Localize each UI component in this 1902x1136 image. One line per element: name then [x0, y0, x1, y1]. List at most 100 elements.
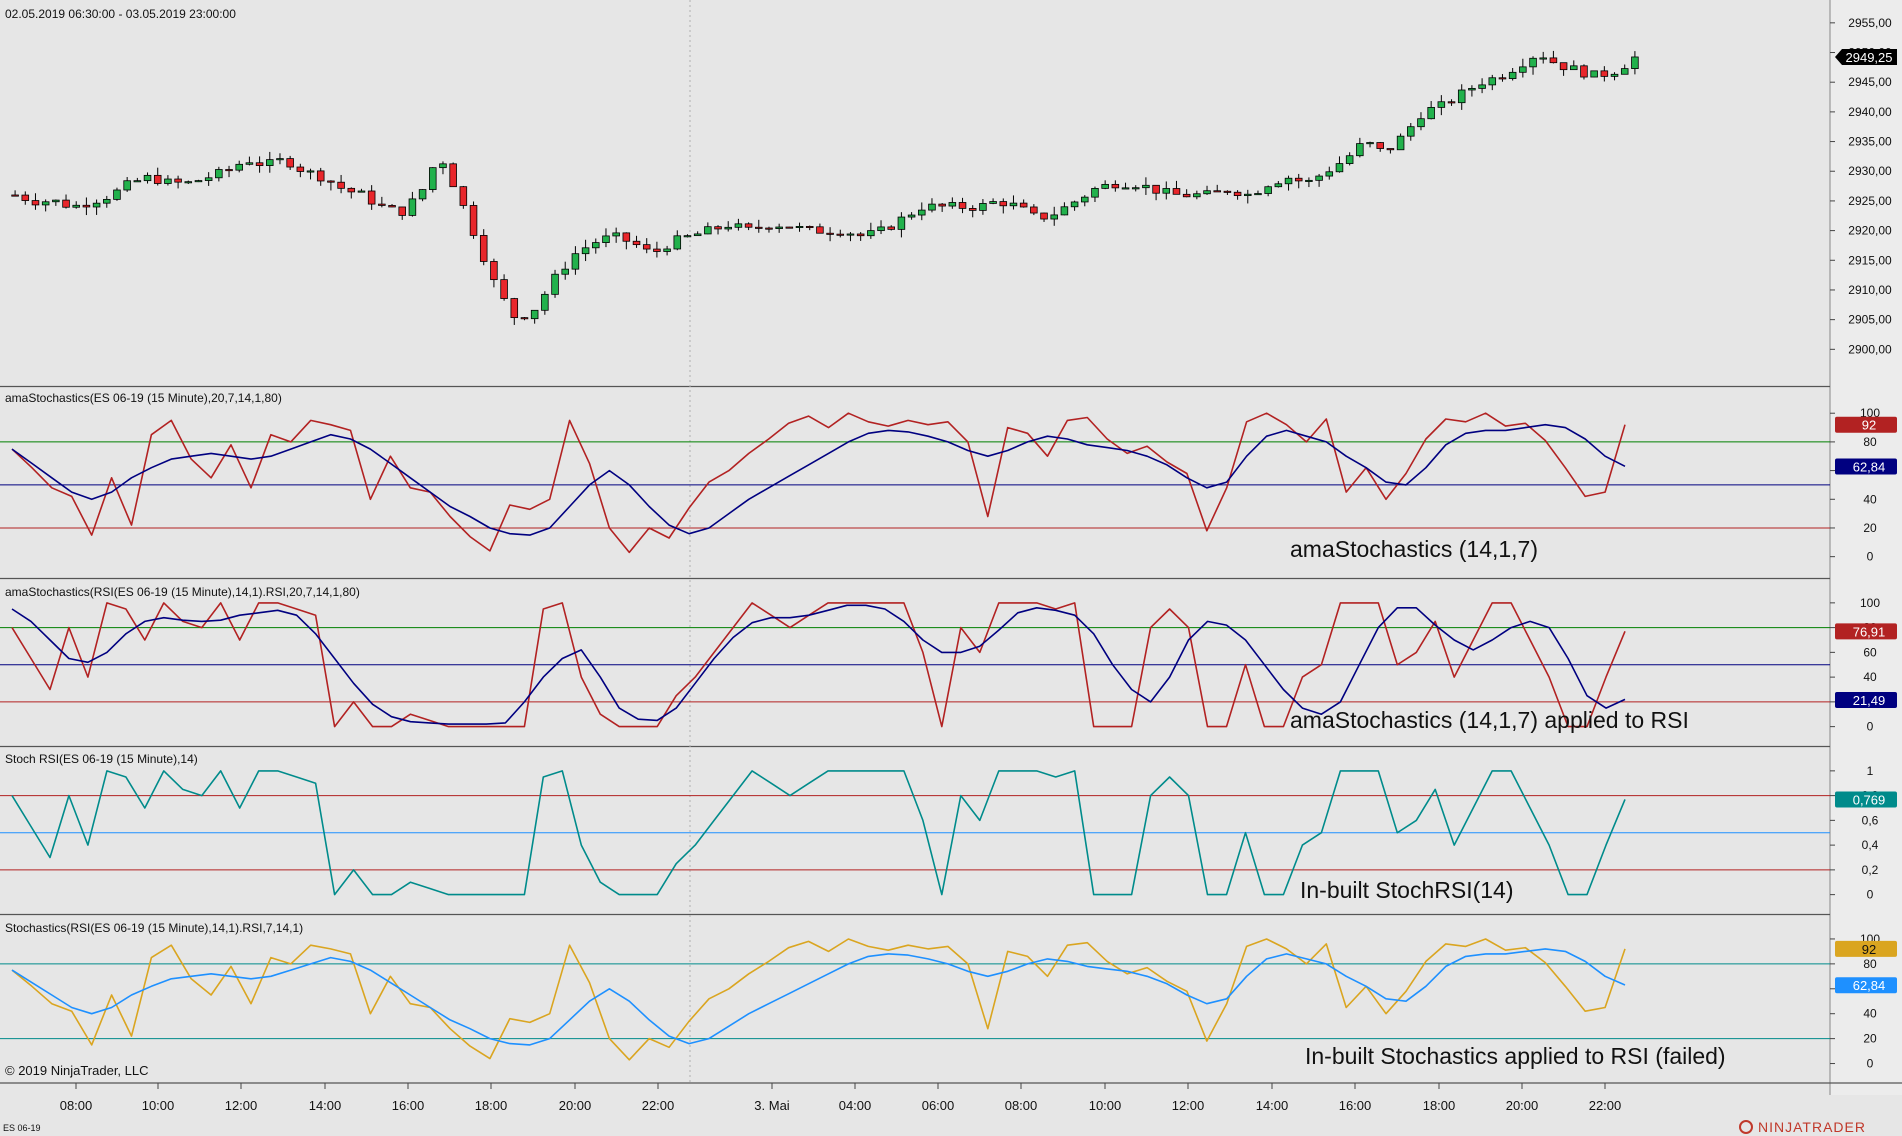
up-candle-body [1620, 68, 1629, 75]
up-candle-body [1101, 183, 1109, 189]
time-axis-label: 20:00 [1506, 1098, 1539, 1113]
up-candle-body [113, 189, 121, 200]
candle [653, 241, 661, 258]
candle [296, 163, 305, 178]
down-candle-body [1233, 191, 1242, 197]
down-candle-body [785, 226, 794, 229]
down-candle-body [296, 166, 305, 172]
down-candle-body [1549, 57, 1558, 64]
candle [592, 238, 600, 254]
candle [1396, 133, 1405, 151]
down-candle-body [469, 205, 478, 236]
up-candle-body [123, 180, 131, 191]
up-candle-body [1508, 71, 1517, 79]
candle [989, 198, 997, 205]
candle [286, 155, 294, 170]
candle [856, 232, 865, 241]
up-candle-body [571, 253, 580, 270]
up-candle-body [1396, 135, 1405, 151]
down-candle-body [938, 203, 946, 207]
up-candle-body [1427, 106, 1435, 120]
down-candle-body [622, 232, 631, 242]
candle [1539, 51, 1547, 64]
up-candle-body [867, 230, 875, 237]
candle [1254, 190, 1262, 196]
down-candle-body [1019, 202, 1028, 208]
candle [795, 222, 804, 232]
up-candle-body [724, 226, 732, 230]
stochrsi-badge-shape [1835, 791, 1897, 808]
candle [1294, 173, 1303, 189]
up-candle-body [1468, 87, 1476, 91]
candle [316, 167, 325, 186]
up-candle-body [439, 163, 447, 169]
down-candle-body [744, 223, 753, 228]
panel-annotation-stochrsi: In-built StochRSI(14) [1300, 877, 1513, 903]
candle [958, 197, 967, 214]
time-axis-label: 22:00 [1589, 1098, 1622, 1113]
down-candle-body [11, 194, 19, 197]
up-candle-body [133, 180, 142, 183]
ama-fast-badge: 92 [1835, 416, 1897, 433]
up-candle-body [1631, 56, 1639, 69]
up-candle-body [1570, 65, 1578, 71]
candle [1580, 64, 1588, 80]
candle [744, 222, 753, 231]
up-candle-body [1162, 188, 1171, 194]
candle [266, 151, 274, 173]
up-candle-body [1050, 214, 1058, 220]
up-candle-body [734, 223, 743, 228]
down-candle-body [1030, 206, 1038, 214]
down-candle-body [1498, 77, 1507, 80]
up-candle-body [918, 209, 926, 216]
candle [92, 199, 101, 215]
last-price-badge-shape [1835, 48, 1897, 65]
candle [276, 153, 284, 165]
down-candle-body [490, 261, 498, 281]
up-candle-body [795, 226, 804, 229]
up-candle-body [1244, 193, 1252, 197]
up-candle-body [184, 181, 193, 184]
candle [1447, 99, 1456, 106]
up-candle-body [1407, 126, 1415, 137]
candle [877, 220, 885, 235]
candle [1559, 62, 1568, 76]
down-candle-body [21, 194, 30, 201]
candle [1081, 195, 1089, 207]
axis-tick-label: 0 [1867, 1057, 1874, 1071]
up-candle-body [215, 169, 223, 179]
axis-tick-label: 2905,00 [1848, 313, 1892, 327]
axis-tick-label: 2910,00 [1848, 283, 1892, 297]
ama-slow-badge-shape [1835, 458, 1897, 475]
up-candle-body [1009, 202, 1018, 207]
panel-annotation-stochonrsi: In-built Stochastics applied to RSI (fai… [1305, 1043, 1726, 1069]
up-candle-body [92, 202, 101, 208]
candle [968, 205, 977, 218]
candle [1213, 184, 1221, 193]
up-candle-body [1417, 118, 1425, 128]
up-candle-body [602, 235, 610, 244]
up-candle-body [164, 178, 172, 184]
down-candle-body [1213, 190, 1221, 193]
candle [1111, 180, 1120, 192]
time-axis-label: 3. Mai [754, 1098, 790, 1113]
up-candle-body [1539, 57, 1547, 60]
down-candle-body [62, 199, 70, 208]
axis-tick-label: 80 [1863, 957, 1877, 971]
down-candle-body [765, 227, 773, 230]
panel-annotation-ama: amaStochastics (14,1,7) [1290, 536, 1538, 562]
candle [510, 297, 519, 325]
up-candle-body [1091, 187, 1099, 198]
candle [1030, 204, 1038, 216]
stochrsi-badge-text: 0,769 [1853, 792, 1886, 807]
last-price-badge-text: 2949,25 [1846, 50, 1893, 65]
up-candle-body [1529, 57, 1537, 68]
candle [816, 223, 824, 234]
axis-tick-label: 2935,00 [1848, 135, 1892, 149]
down-candle-body [887, 226, 895, 230]
up-candle-body [1478, 84, 1486, 89]
candle [1600, 66, 1609, 82]
down-candle-body [958, 202, 967, 209]
up-candle-body [276, 158, 284, 161]
